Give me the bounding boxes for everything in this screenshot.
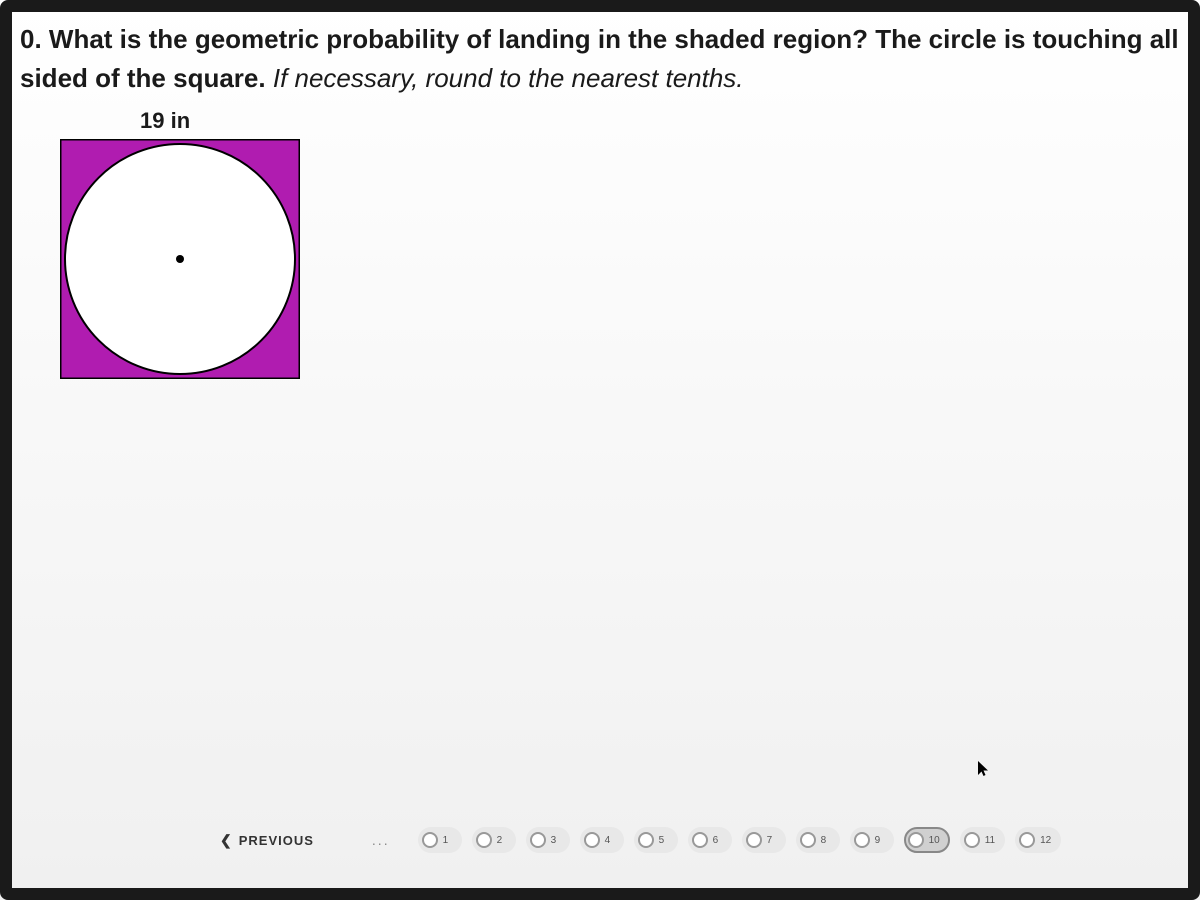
previous-button-label: PREVIOUS: [239, 833, 314, 848]
chevron-left-icon: ❮: [220, 832, 233, 849]
nav-status-icon: [854, 832, 870, 848]
nav-status-icon: [422, 832, 438, 848]
nav-item-number: 12: [1040, 835, 1051, 846]
nav-item-number: 11: [985, 835, 995, 846]
nav-status-icon: [908, 832, 924, 848]
nav-status-icon: [530, 832, 546, 848]
nav-item-5[interactable]: 5: [634, 827, 678, 853]
question-number-prefix: 0.: [20, 24, 42, 54]
figure-side-label: 19 in: [140, 108, 1180, 134]
nav-item-number: 5: [659, 835, 665, 846]
question-italic-text: If necessary, round to the nearest tenth…: [273, 63, 744, 93]
nav-item-number: 2: [497, 835, 503, 846]
nav-status-icon: [692, 832, 708, 848]
nav-status-icon: [964, 832, 980, 848]
nav-item-12[interactable]: 12: [1015, 827, 1061, 853]
nav-item-2[interactable]: 2: [472, 827, 516, 853]
nav-status-icon: [1019, 832, 1035, 848]
nav-item-number: 3: [551, 835, 557, 846]
nav-item-number: 8: [821, 835, 827, 846]
nav-item-8[interactable]: 8: [796, 827, 840, 853]
nav-status-icon: [638, 832, 654, 848]
nav-item-7[interactable]: 7: [742, 827, 786, 853]
nav-status-icon: [476, 832, 492, 848]
nav-item-4[interactable]: 4: [580, 827, 624, 853]
nav-item-3[interactable]: 3: [526, 827, 570, 853]
figure-svg: [60, 139, 300, 379]
nav-item-number: 6: [713, 835, 719, 846]
cursor-icon: [978, 761, 990, 780]
nav-item-number: 9: [875, 835, 881, 846]
nav-status-icon: [746, 832, 762, 848]
nav-item-1[interactable]: 1: [418, 827, 462, 853]
nav-item-number: 10: [929, 835, 940, 846]
nav-status-icon: [800, 832, 816, 848]
previous-button[interactable]: ❮ PREVIOUS: [200, 822, 334, 859]
nav-item-9[interactable]: 9: [850, 827, 894, 853]
nav-item-number: 7: [767, 835, 773, 846]
bottom-nav: ❮ PREVIOUS ... 123456789101112: [20, 815, 1180, 865]
nav-item-11[interactable]: 11: [960, 827, 1005, 853]
content-area: 0. What is the geometric probability of …: [0, 0, 1200, 900]
geometry-figure: [60, 139, 300, 379]
center-dot: [176, 255, 184, 263]
nav-item-number: 4: [605, 835, 611, 846]
nav-item-10[interactable]: 10: [904, 827, 950, 853]
nav-item-number: 1: [443, 835, 449, 846]
nav-item-6[interactable]: 6: [688, 827, 732, 853]
nav-status-icon: [584, 832, 600, 848]
question-nav-items: 123456789101112: [418, 827, 1062, 853]
question-text: 0. What is the geometric probability of …: [20, 20, 1180, 98]
more-menu-icon[interactable]: ...: [372, 832, 390, 848]
figure-container: 19 in: [60, 108, 1180, 379]
